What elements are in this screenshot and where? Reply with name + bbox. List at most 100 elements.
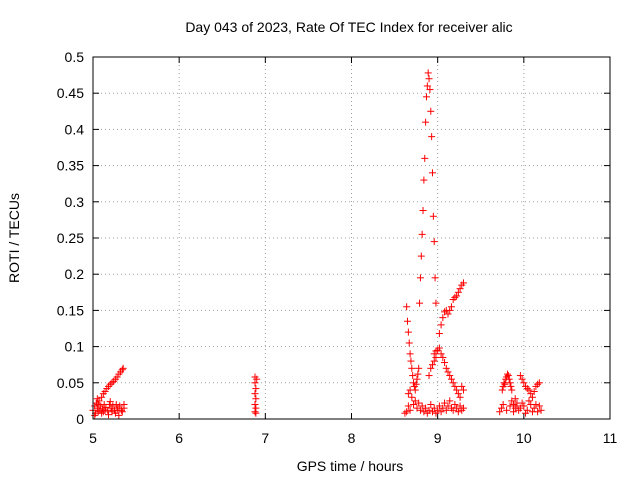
data-point (421, 154, 429, 162)
data-point (442, 364, 450, 372)
data-point (535, 379, 543, 387)
data-point (410, 401, 418, 409)
data-point (404, 317, 412, 325)
data-point (423, 82, 431, 90)
data-point (437, 408, 445, 416)
data-point (431, 274, 439, 282)
x-tick-label: 9 (434, 430, 442, 446)
data-point (252, 409, 260, 417)
data-point (251, 390, 259, 398)
data-point (115, 411, 123, 419)
y-tick-label: 0.5 (65, 49, 85, 65)
y-tick-label: 0.45 (57, 85, 84, 101)
data-point (444, 368, 452, 376)
data-point (415, 399, 423, 407)
data-point (105, 401, 113, 409)
data-point (112, 401, 120, 409)
y-tick-label: 0.15 (57, 302, 84, 318)
data-point (418, 230, 426, 238)
data-point (505, 375, 513, 383)
data-point (437, 350, 445, 358)
data-point (420, 408, 428, 416)
data-point (441, 399, 449, 407)
data-point (532, 401, 540, 409)
data-point (453, 386, 461, 394)
grid-lines (93, 57, 610, 419)
data-point (437, 321, 445, 329)
data-point (496, 408, 504, 416)
data-point (503, 406, 511, 414)
data-point (434, 406, 442, 414)
data-point (424, 69, 432, 77)
y-tick-label: 0.4 (65, 121, 85, 137)
data-point (98, 393, 106, 401)
data-point (406, 406, 414, 414)
data-point (428, 408, 436, 416)
data-point (504, 372, 512, 380)
x-axis-title: GPS time / hours (297, 458, 404, 474)
data-point (428, 133, 436, 141)
data-point (417, 252, 425, 260)
data-point (416, 406, 424, 414)
data-point (426, 86, 434, 94)
data-point (425, 75, 433, 83)
data-point (432, 409, 440, 417)
data-point (446, 397, 454, 405)
data-point (422, 93, 430, 101)
data-point (454, 390, 462, 398)
data-point (439, 353, 447, 361)
data-point (530, 387, 538, 395)
data-point (407, 357, 415, 365)
data-point (511, 395, 519, 403)
data-point (99, 408, 107, 416)
data-point (118, 366, 126, 374)
data-point (412, 380, 420, 388)
data-point (428, 361, 436, 369)
data-point (102, 403, 110, 411)
data-point (409, 372, 417, 380)
y-tick-label: 0.25 (57, 230, 84, 246)
data-point (101, 406, 109, 414)
data-point (503, 370, 511, 378)
plot-frame (92, 56, 611, 420)
data-point (414, 370, 422, 378)
data-point (528, 393, 536, 401)
data-point (520, 379, 528, 387)
data-point (528, 408, 536, 416)
data-point (427, 364, 435, 372)
data-point (406, 386, 414, 394)
data-point (509, 408, 517, 416)
data-point (94, 401, 102, 409)
data-point (453, 292, 461, 300)
data-point (404, 390, 412, 398)
data-point (422, 118, 430, 126)
data-point (425, 372, 433, 380)
data-point (105, 411, 113, 419)
data-point (447, 303, 455, 311)
chart-title: Day 043 of 2023, Rate Of TEC Index for r… (185, 19, 512, 35)
data-point (118, 408, 126, 416)
data-point (430, 350, 438, 358)
data-point (91, 411, 99, 419)
data-point (109, 402, 117, 410)
x-tick-label: 7 (261, 430, 269, 446)
data-point (451, 401, 459, 409)
y-tick-label: 0.3 (65, 194, 85, 210)
data-point (119, 364, 127, 372)
data-point (108, 379, 116, 387)
data-point (435, 330, 443, 338)
data-point (522, 409, 530, 417)
data-point (451, 382, 459, 390)
data-point (456, 393, 464, 401)
data-point (423, 409, 431, 417)
data-point (444, 310, 452, 318)
data-point (416, 299, 424, 307)
x-tick-label: 6 (175, 430, 183, 446)
x-tick-label: 5 (89, 430, 97, 446)
data-point (420, 176, 428, 184)
data-point (101, 387, 109, 395)
data-point (499, 401, 507, 409)
data-point (439, 314, 447, 322)
data-point (401, 409, 409, 417)
